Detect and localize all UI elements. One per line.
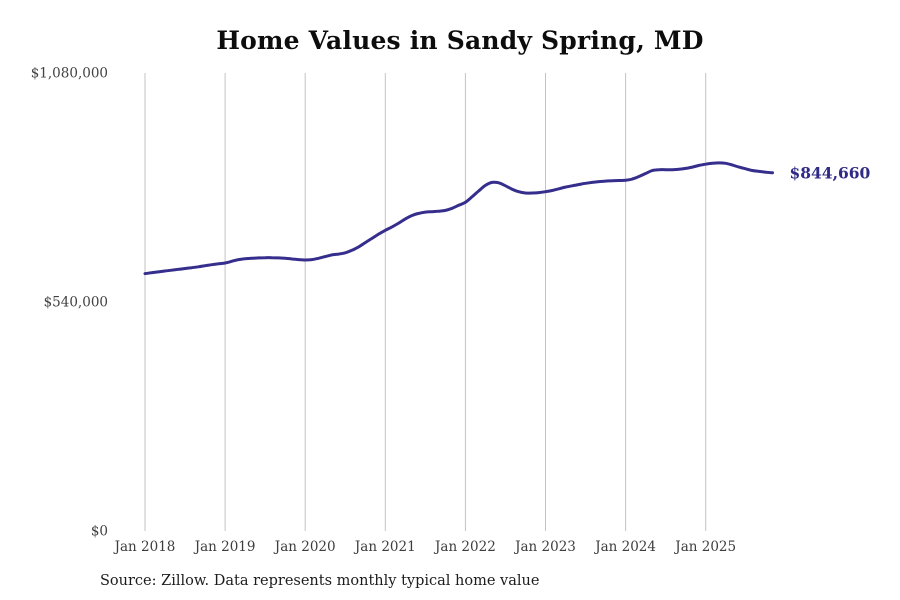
home-value-line <box>143 161 774 276</box>
x-tick-label: Jan 2022 <box>433 539 496 555</box>
x-tick-label: Jan 2025 <box>673 539 736 555</box>
x-tick-label: Jan 2021 <box>353 539 416 555</box>
x-tick-label: Jan 2018 <box>113 539 176 555</box>
y-tick-label: $0 <box>91 524 108 540</box>
end-value-label: $844,660 <box>789 163 870 182</box>
x-tick-label: Jan 2019 <box>193 539 256 555</box>
y-tick-label: $540,000 <box>44 295 108 311</box>
source-note: Source: Zillow. Data represents monthly … <box>100 573 540 589</box>
x-tick-label: Jan 2020 <box>273 539 336 555</box>
y-tick-label: $1,080,000 <box>31 66 108 82</box>
chart-title: Home Values in Sandy Spring, MD <box>216 26 704 55</box>
x-tick-label: Jan 2024 <box>593 539 656 555</box>
x-tick-label: Jan 2023 <box>513 539 576 555</box>
